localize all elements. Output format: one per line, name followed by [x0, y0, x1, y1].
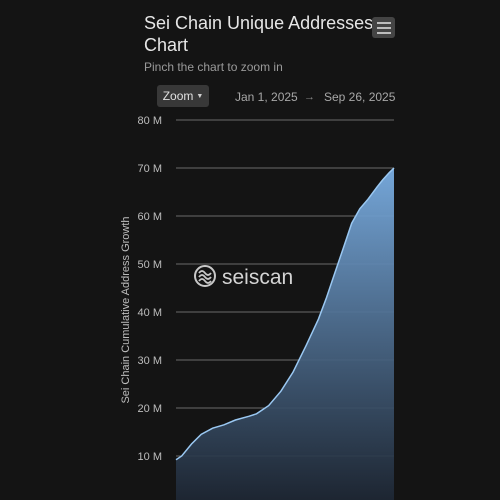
- data-point[interactable]: [174, 458, 178, 462]
- hamburger-icon-bar: [376, 21, 391, 24]
- series-area[interactable]: [176, 168, 394, 500]
- caret-down-icon: ▼: [196, 92, 204, 100]
- data-point[interactable]: [267, 404, 271, 408]
- data-point[interactable]: [255, 412, 259, 416]
- y-tick-label: 10 M: [138, 451, 162, 463]
- data-point[interactable]: [387, 171, 391, 175]
- data-point[interactable]: [324, 296, 328, 300]
- data-point[interactable]: [366, 197, 370, 201]
- hamburger-icon-bar: [376, 26, 391, 29]
- data-point[interactable]: [279, 389, 283, 393]
- data-point[interactable]: [247, 414, 251, 418]
- data-point[interactable]: [341, 248, 345, 252]
- data-point[interactable]: [222, 423, 226, 427]
- data-point[interactable]: [180, 454, 184, 458]
- seiscan-logo-icon: [194, 265, 216, 287]
- data-point[interactable]: [392, 166, 396, 170]
- arrow-right-icon: →: [304, 91, 315, 103]
- data-point[interactable]: [211, 426, 215, 430]
- hamburger-icon-bar: [376, 31, 391, 34]
- date-range-start[interactable]: Jan 1, 2025: [235, 90, 298, 104]
- chart-title: Sei Chain Unique Addresses Chart: [144, 13, 374, 55]
- data-point[interactable]: [350, 221, 354, 225]
- data-point[interactable]: [381, 178, 385, 182]
- y-tick-label: 50 M: [138, 259, 162, 271]
- y-tick-label: 80 M: [138, 115, 162, 127]
- data-point[interactable]: [358, 207, 362, 211]
- data-point[interactable]: [333, 272, 337, 276]
- data-point[interactable]: [304, 344, 308, 348]
- chart-subtitle: Pinch the chart to zoom in: [144, 60, 283, 74]
- zoom-label: Zoom: [162, 89, 194, 103]
- data-point[interactable]: [189, 442, 193, 446]
- date-range-end[interactable]: Sep 26, 2025: [324, 90, 396, 104]
- y-tick-label: 70 M: [138, 163, 162, 175]
- zoom-dropdown[interactable]: Zoom ▼: [157, 85, 209, 107]
- y-axis-label: Sei Chain Cumulative Address Growth: [120, 216, 132, 403]
- y-tick-label: 20 M: [138, 403, 162, 415]
- data-point[interactable]: [199, 432, 203, 436]
- data-point[interactable]: [375, 185, 379, 189]
- menu-button[interactable]: [372, 17, 395, 38]
- data-point[interactable]: [233, 418, 237, 422]
- watermark-text: seiscan: [222, 266, 293, 289]
- series-line[interactable]: [175, 167, 395, 461]
- y-tick-label: 40 M: [138, 307, 162, 319]
- data-point[interactable]: [316, 317, 320, 321]
- data-point[interactable]: [291, 370, 295, 374]
- y-tick-label: 60 M: [138, 211, 162, 223]
- y-tick-label: 30 M: [138, 355, 162, 367]
